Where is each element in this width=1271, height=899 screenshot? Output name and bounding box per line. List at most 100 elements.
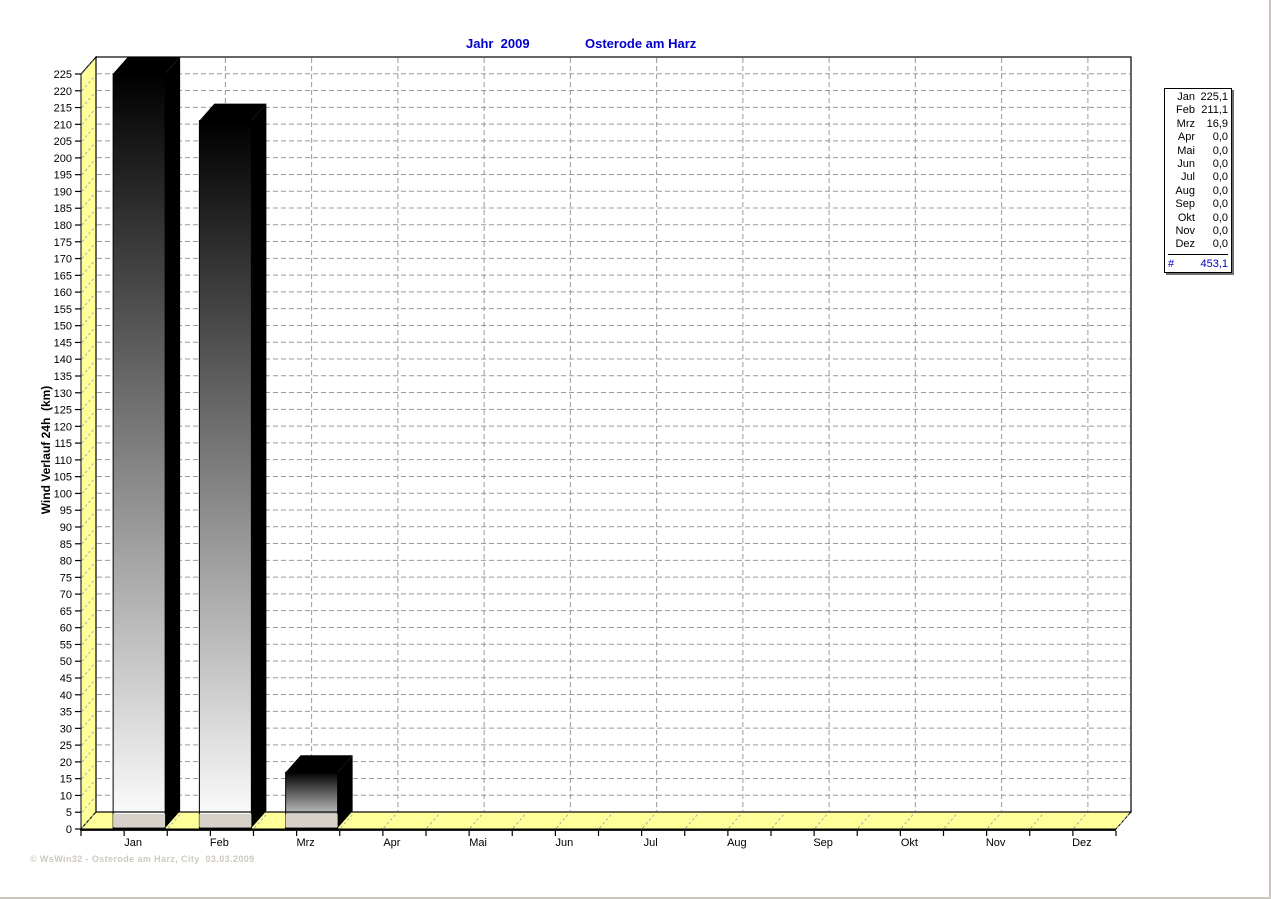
y-tick-label: 5 bbox=[66, 807, 72, 819]
wall-hatch bbox=[81, 109, 96, 125]
floor-hatch bbox=[254, 812, 268, 829]
legend-value: 16,9 bbox=[1206, 117, 1228, 130]
y-tick-label: 130 bbox=[54, 388, 72, 400]
floor-hatch bbox=[857, 812, 872, 829]
legend-total-row: #453,1 bbox=[1168, 253, 1228, 271]
bar-floor-band bbox=[199, 814, 252, 827]
x-month-label: Nov bbox=[986, 837, 1006, 849]
wall-hatch bbox=[81, 478, 96, 494]
legend-row: Apr 0,0 bbox=[1168, 131, 1228, 144]
wall-hatch bbox=[81, 260, 96, 276]
wall-hatch bbox=[81, 662, 96, 679]
legend-month: Jul bbox=[1180, 171, 1195, 184]
y-tick-label: 0 bbox=[66, 824, 72, 836]
wall-hatch bbox=[81, 528, 96, 545]
y-tick-label: 35 bbox=[60, 707, 72, 719]
y-tick-label: 140 bbox=[54, 354, 72, 366]
x-month-label: Okt bbox=[901, 837, 918, 849]
y-tick-label: 180 bbox=[54, 220, 72, 232]
legend-total-symbol: # bbox=[1168, 257, 1175, 270]
y-tick-label: 135 bbox=[54, 371, 72, 383]
legend-value: 0,0 bbox=[1212, 225, 1228, 238]
bar-side-face bbox=[251, 103, 267, 829]
legend-month: Mai bbox=[1177, 144, 1195, 157]
legend-value: 0,0 bbox=[1212, 144, 1228, 157]
wall-hatch bbox=[81, 461, 96, 477]
x-month-label: Jan bbox=[124, 837, 142, 849]
legend-month: Jan bbox=[1177, 91, 1195, 103]
legend-month: Jun bbox=[1177, 158, 1195, 171]
wall-hatch bbox=[81, 343, 96, 360]
wall-hatch bbox=[81, 75, 96, 92]
legend-row: Aug 0,0 bbox=[1168, 185, 1228, 198]
x-month-label: Sep bbox=[813, 837, 833, 849]
floor-hatch bbox=[469, 812, 484, 829]
legend-month: Apr bbox=[1177, 131, 1195, 144]
title-location: Osterode am Harz bbox=[585, 36, 697, 51]
legend-value: 225,1 bbox=[1200, 91, 1228, 103]
legend-row: Feb 211,1 bbox=[1168, 104, 1228, 117]
bar-top-face bbox=[113, 56, 181, 74]
wall-hatch bbox=[81, 629, 96, 645]
floor-hatch bbox=[642, 812, 657, 829]
legend-month: Sep bbox=[1175, 198, 1195, 211]
wall-hatch bbox=[81, 360, 96, 377]
y-tick-label: 15 bbox=[60, 774, 72, 786]
legend-row: Sep 0,0 bbox=[1168, 198, 1228, 211]
y-tick-label: 195 bbox=[54, 170, 72, 182]
wall-hatch bbox=[81, 562, 96, 578]
wall-hatch bbox=[81, 243, 96, 259]
wall-hatch bbox=[81, 595, 96, 612]
y-tick-label: 165 bbox=[54, 270, 72, 282]
y-tick-label: 45 bbox=[60, 673, 72, 685]
y-tick-label: 55 bbox=[60, 639, 72, 651]
y-tick-label: 120 bbox=[54, 421, 72, 433]
legend-row: Mrz 16,9 bbox=[1168, 118, 1228, 131]
y-tick-label: 60 bbox=[60, 623, 72, 635]
y-tick-label: 220 bbox=[54, 86, 72, 98]
y-tick-label: 25 bbox=[60, 740, 72, 752]
floor-hatch bbox=[771, 812, 786, 829]
wall-hatch bbox=[81, 142, 96, 159]
bar-floor-band bbox=[285, 814, 338, 827]
y-tick-label: 85 bbox=[60, 539, 72, 551]
y-tick-label: 215 bbox=[54, 103, 72, 115]
floor-hatch bbox=[512, 812, 527, 829]
legend-value: 0,0 bbox=[1212, 184, 1228, 197]
bar-jan bbox=[112, 56, 181, 829]
y-tick-label: 90 bbox=[60, 522, 72, 534]
floor-hatch bbox=[1116, 812, 1131, 829]
y-tick-label: 160 bbox=[54, 287, 72, 299]
wall-hatch bbox=[81, 310, 96, 326]
wall-hatch bbox=[81, 92, 96, 108]
wall-hatch bbox=[81, 545, 96, 561]
legend-row: Dez 0,0 bbox=[1168, 238, 1228, 251]
wall-hatch bbox=[81, 444, 96, 461]
y-tick-label: 125 bbox=[54, 405, 72, 417]
wall-hatch bbox=[81, 612, 96, 628]
x-month-label: Apr bbox=[383, 837, 400, 849]
floor-hatch bbox=[1073, 812, 1088, 829]
bar-side-face bbox=[337, 755, 353, 828]
plot-border bbox=[95, 56, 1132, 813]
wall-hatch bbox=[81, 796, 96, 813]
y-tick-label: 100 bbox=[54, 488, 72, 500]
legend-row: Nov 0,0 bbox=[1168, 225, 1228, 238]
y-tick-label: 65 bbox=[60, 606, 72, 618]
legend-month: Okt bbox=[1177, 211, 1195, 224]
wall-hatch bbox=[81, 713, 96, 729]
bar-front-face bbox=[112, 73, 166, 829]
floor-hatch bbox=[426, 812, 441, 829]
wall-hatch bbox=[81, 729, 96, 746]
wall-hatch bbox=[81, 645, 96, 662]
floor-hatch bbox=[167, 812, 182, 829]
bar-top-face bbox=[199, 103, 267, 121]
legend-value: 0,0 bbox=[1212, 131, 1228, 144]
y-tick-label: 205 bbox=[54, 136, 72, 148]
y-tick-label: 155 bbox=[54, 304, 72, 316]
wall-hatch bbox=[81, 209, 96, 226]
floor-hatch bbox=[1030, 812, 1045, 829]
wall-hatch bbox=[81, 494, 96, 511]
wall-hatch bbox=[81, 192, 96, 209]
legend-row: Jan 225,1 bbox=[1168, 91, 1228, 104]
